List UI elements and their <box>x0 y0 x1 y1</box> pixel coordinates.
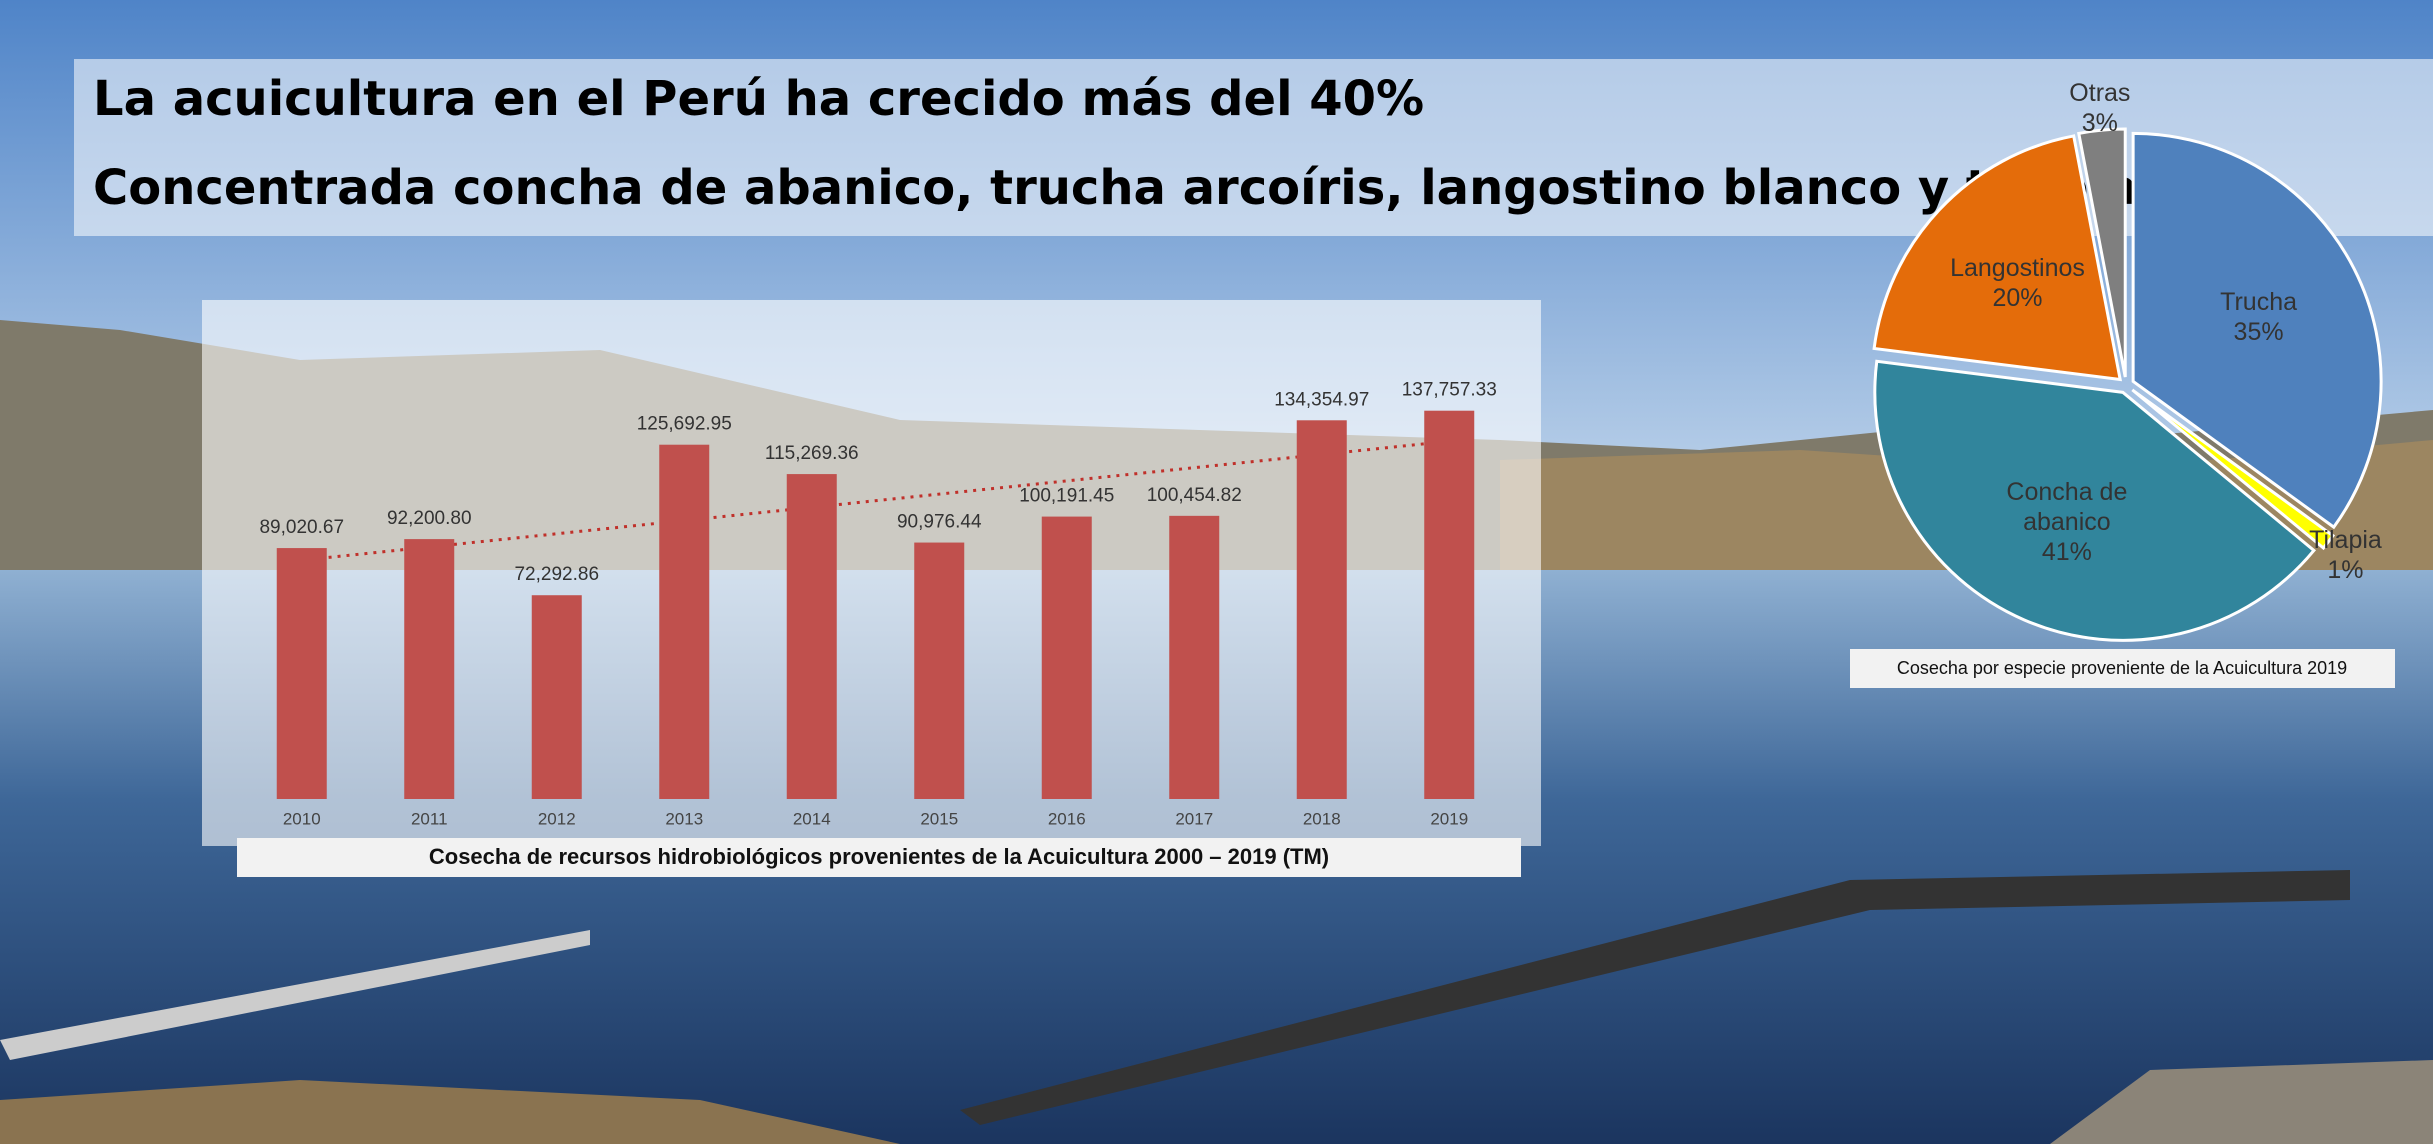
bar-chart-title: Cosecha de recursos hidrobiológicos prov… <box>429 844 1329 869</box>
data-label: 89,020.67 <box>259 517 344 538</box>
rocks <box>2050 1060 2433 1144</box>
bar <box>531 595 582 799</box>
pie-caption-box <box>1850 649 2395 688</box>
data-label: 134,354.97 <box>1274 389 1369 410</box>
x-tick-label: 2015 <box>920 809 958 828</box>
bar <box>1169 515 1220 799</box>
x-tick-label: 2012 <box>538 809 576 828</box>
data-label: 100,454.82 <box>1147 485 1242 506</box>
bar <box>404 539 455 799</box>
bar <box>659 444 710 799</box>
title-line: La acuicultura en el Perú ha crecido más… <box>93 71 1424 127</box>
pie-value: 20% <box>1992 284 2043 313</box>
pie-chart-title: Cosecha por especie proveniente de la Ac… <box>1897 658 2347 678</box>
data-label: 125,692.95 <box>637 414 732 435</box>
pie-value: 35% <box>2233 318 2284 347</box>
pie-slice <box>2131 388 2336 551</box>
pie-label: Trucha <box>2220 288 2298 317</box>
x-tick-label: 2013 <box>665 809 703 828</box>
x-tick-label: 2019 <box>1430 809 1468 828</box>
pie-slice <box>2131 131 2383 530</box>
bar <box>276 548 327 799</box>
trendline <box>301 439 1450 562</box>
pie-value: 1% <box>2327 556 2364 585</box>
pie-slice <box>2077 127 2127 378</box>
bar <box>914 542 965 799</box>
x-tick-label: 2016 <box>1048 809 1086 828</box>
bar <box>1041 516 1092 799</box>
x-tick-label: 2010 <box>283 809 321 828</box>
bar <box>1424 410 1475 799</box>
shore <box>0 1080 900 1144</box>
pie-slice <box>1873 359 2317 642</box>
pie-label: Otras <box>2069 79 2131 108</box>
x-tick-label: 2014 <box>793 809 831 828</box>
bar-caption-box <box>237 838 1521 877</box>
dock <box>0 930 590 1060</box>
bar <box>786 474 837 799</box>
pie-value: 3% <box>2081 109 2118 138</box>
fish-cages <box>960 870 2350 1125</box>
bar <box>1296 420 1347 799</box>
pie-slice <box>1872 134 2123 382</box>
x-tick-label: 2017 <box>1175 809 1213 828</box>
data-label: 100,191.45 <box>1019 486 1114 507</box>
data-label: 115,269.36 <box>765 443 859 464</box>
pie-label: Tilapia <box>2309 526 2382 555</box>
data-label: 72,292.86 <box>514 564 599 585</box>
data-label: 137,757.33 <box>1402 380 1497 401</box>
x-tick-label: 2011 <box>411 809 448 828</box>
pie-label: Langostinos <box>1950 254 2085 283</box>
pie-label: Concha de abanico <box>2006 477 2128 536</box>
pie-value: 41% <box>2041 537 2092 566</box>
data-label: 90,976.44 <box>897 512 982 533</box>
x-tick-label: 2018 <box>1303 809 1341 828</box>
title-line: Concentrada concha de abanico, trucha ar… <box>93 160 2137 216</box>
data-label: 92,200.80 <box>387 508 472 529</box>
